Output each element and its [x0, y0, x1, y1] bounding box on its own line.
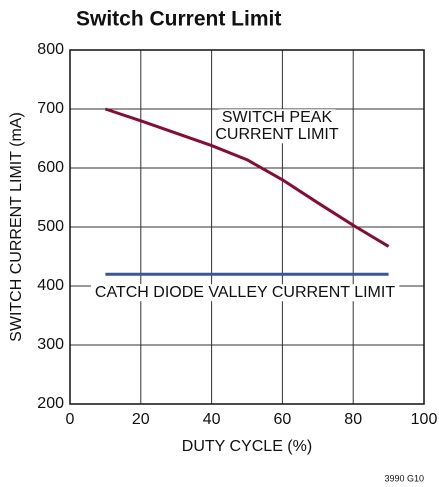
- x-tick-label: 60: [274, 411, 292, 428]
- y-axis-label: SWITCH CURRENT LIMIT (mA): [8, 112, 25, 342]
- x-tick-label: 20: [132, 411, 150, 428]
- annotation: CATCH DIODE VALLEY CURRENT LIMIT: [95, 284, 395, 301]
- y-tick-label: 700: [37, 100, 64, 117]
- data-line: [104, 107, 390, 248]
- chart-title: Switch Current Limit: [76, 8, 281, 31]
- annotation-bg: [218, 109, 336, 127]
- y-tick-label: 500: [37, 218, 64, 235]
- annotation: SWITCH PEAK: [222, 109, 333, 126]
- y-tick-label: 600: [37, 159, 64, 176]
- y-tick-label: 400: [37, 277, 64, 294]
- annotation-bg: [90, 284, 400, 302]
- x-axis-label: DUTY CYCLE (%): [182, 438, 312, 455]
- x-tick-label: 40: [203, 411, 221, 428]
- y-tick-label: 800: [37, 41, 64, 58]
- x-tick-label: 100: [411, 411, 438, 428]
- plot-frame: [69, 49, 425, 405]
- annotation-bg: [212, 126, 342, 144]
- x-tick-label: 80: [344, 411, 362, 428]
- y-tick-label: 200: [37, 395, 64, 412]
- annotation: CURRENT LIMIT: [215, 126, 338, 143]
- y-tick-label: 300: [37, 336, 64, 353]
- figure-id: 3990 G10: [384, 473, 424, 483]
- x-tick-label: 0: [66, 411, 75, 428]
